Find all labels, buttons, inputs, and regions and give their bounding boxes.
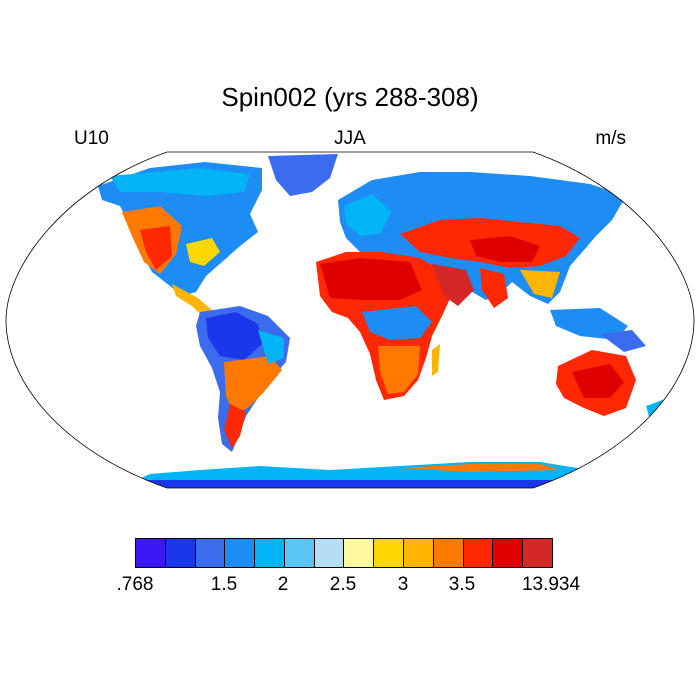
colorbar-tick-label: .768 (116, 574, 154, 595)
units-label: m/s (595, 128, 626, 149)
colorbar-box (195, 539, 226, 567)
colorbar-labels: .768 1.5 2 2.5 3 3.5 13.934 (0, 574, 700, 598)
colorbar-box (463, 539, 494, 567)
colorbar-box (493, 539, 524, 567)
colorbar-box (404, 539, 434, 567)
greenland (268, 154, 338, 196)
colorbar-box (255, 539, 285, 567)
colorbar-box (284, 539, 315, 567)
colorbar-box (136, 539, 166, 567)
colorbar-box (433, 539, 464, 567)
map-outline (5, 151, 695, 489)
colorbar-tick-label: 3.5 (448, 574, 476, 595)
colorbar-tick-label: 2 (277, 574, 289, 595)
colorbar-box (225, 539, 256, 567)
colorbar-box (314, 539, 345, 567)
variable-label: U10 (74, 128, 109, 149)
colorbar (135, 538, 553, 568)
colorbar-tick-label: 1.5 (210, 574, 238, 595)
colorbar-box (523, 539, 552, 567)
colorbar-box (165, 539, 196, 567)
colorbar-box (344, 539, 375, 567)
colorbar-tick-label: 13.934 (521, 574, 581, 595)
season-label: JJA (334, 128, 366, 149)
colorbar-tick-label: 2.5 (329, 574, 357, 595)
colorbar-box (374, 539, 405, 567)
map-title: Spin002 (yrs 288-308) (221, 82, 479, 112)
colorbar-tick-label: 3 (397, 574, 409, 595)
